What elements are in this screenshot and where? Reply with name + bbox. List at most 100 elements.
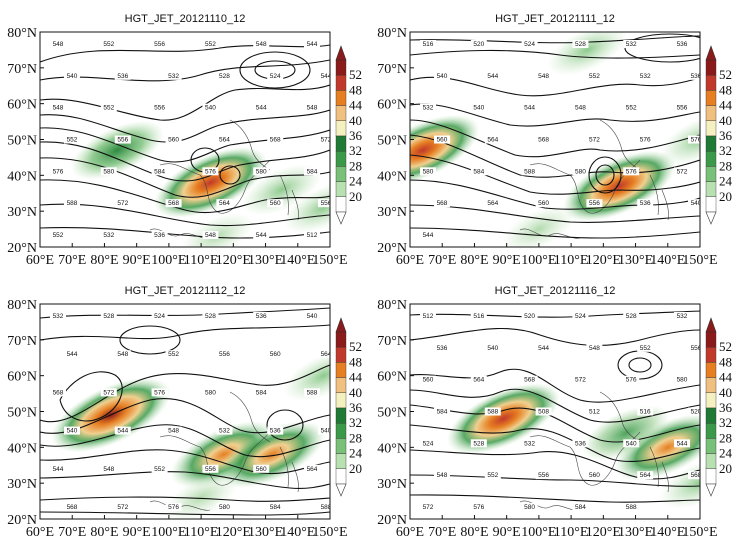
contour-label: 572 <box>423 504 434 511</box>
contour-label: 548 <box>103 466 114 473</box>
contour-label-bg <box>165 426 182 435</box>
contour-label: 556 <box>589 200 600 207</box>
contour-label-bg <box>535 343 552 352</box>
lon-tick-label: 150°E <box>682 253 717 268</box>
contour-label: 548 <box>168 428 179 435</box>
lon-tick-label: 130°E <box>248 253 283 268</box>
contour-label: 552 <box>640 345 651 352</box>
contour-label-bg <box>100 464 117 473</box>
colorbar-label: 48 <box>349 82 362 97</box>
contour-label-bg <box>253 103 270 112</box>
contour-label-bg <box>151 312 168 320</box>
colorbar-label: 48 <box>719 354 732 369</box>
contour-label-bg <box>535 71 552 80</box>
contour-label-bg <box>304 464 320 473</box>
contour-label: 568 <box>270 137 281 144</box>
contour-label: 572 <box>575 377 586 384</box>
contour-label-bg <box>267 426 284 435</box>
lat-tick-label: 70°N <box>377 62 407 77</box>
lon-tick-label: 130°E <box>618 525 653 540</box>
contour-label-bg <box>100 388 117 397</box>
lon-tick-label: 100°E <box>151 525 186 540</box>
contour-label: 532 <box>524 440 535 447</box>
contour-label-bg <box>688 343 700 352</box>
contour-label: 564 <box>487 137 498 144</box>
jet-shading <box>50 350 330 519</box>
contour-label: 556 <box>219 351 230 358</box>
contour-label-bg <box>434 71 450 80</box>
lat-tick-label: 80°N <box>377 298 407 313</box>
contour-label-bg <box>470 167 487 176</box>
contour-label-bg <box>253 312 270 320</box>
contour-label-bg <box>674 439 690 448</box>
lon-tick-label: 60°E <box>396 253 424 268</box>
contour-label: 532 <box>219 428 230 435</box>
contour-label-bg <box>434 135 450 144</box>
colorbar-segment <box>705 166 717 182</box>
colorbar-segment <box>335 423 347 439</box>
colorbar-segment <box>705 362 717 378</box>
contour-label: 544 <box>423 232 434 239</box>
colorbar-segment <box>705 105 717 121</box>
lon-tick-label: 150°E <box>312 253 347 268</box>
lon-tick-label: 100°E <box>521 253 556 268</box>
lat-tick-label: 70°N <box>377 334 407 349</box>
contour-label-bg <box>50 312 66 320</box>
colorbar-label: 40 <box>719 113 732 128</box>
contour-label: 572 <box>321 137 332 144</box>
contour-label: 560 <box>256 466 267 473</box>
contour-label-bg <box>434 343 450 352</box>
colorbar-label: 36 <box>349 128 363 143</box>
contour-label-bg <box>114 426 131 435</box>
height-contours <box>40 307 330 516</box>
contour-label: 540 <box>626 440 637 447</box>
contour-label-bg <box>521 503 538 511</box>
contour-label: 544 <box>538 345 549 352</box>
contour-label-bg <box>484 135 501 144</box>
contour-label-bg <box>50 40 66 48</box>
colorbar-label: 20 <box>349 189 362 204</box>
contour-label: 536 <box>437 345 448 352</box>
contour-label-bg <box>674 103 690 112</box>
axis-ticks: 80°N 70°N 60°N 50°N 40°N 30°N 20°N60°E 70°E 80°E… <box>377 26 717 268</box>
lon-tick-label: 100°E <box>151 253 186 268</box>
contour-label-bg <box>688 407 700 416</box>
contour-label: 544 <box>307 41 318 48</box>
contour-label-bg <box>114 350 131 359</box>
contour-label-bg <box>151 167 168 176</box>
colorbar-segment <box>705 74 717 91</box>
jet-shading <box>70 120 330 247</box>
contour-label: 584 <box>307 168 318 175</box>
contour-label-bg <box>267 503 284 511</box>
contour-label-bg <box>420 503 436 511</box>
contour-label: 524 <box>270 73 281 80</box>
contour-label: 548 <box>575 105 586 112</box>
contour-label: 548 <box>256 41 267 48</box>
contour-label-bg <box>623 103 640 112</box>
colorbar-label: 52 <box>719 339 732 354</box>
contour-label: 536 <box>640 200 651 207</box>
lon-tick-label: 110°E <box>184 253 219 268</box>
contour-label-bg <box>64 350 80 359</box>
contour-label: 576 <box>168 504 179 511</box>
contour-label: 576 <box>205 168 216 175</box>
jet-core-0 <box>446 383 561 455</box>
contour-label-bg <box>253 40 270 48</box>
contour-label: 580 <box>423 168 434 175</box>
colorbar-bottom-arrow <box>335 211 347 225</box>
contour-label: 516 <box>423 41 434 48</box>
colorbar-segment <box>705 438 717 454</box>
contour-label: 548 <box>538 73 549 80</box>
contour-label: 528 <box>219 73 230 80</box>
colorbar-label: 36 <box>719 128 733 143</box>
contour-label-bg <box>165 199 182 208</box>
jet-core-3 <box>164 473 238 519</box>
colorbar-segment <box>335 181 347 198</box>
contour-label-bg <box>253 388 270 397</box>
contour-label: 520 <box>524 313 535 320</box>
contour-label-bg <box>64 426 80 435</box>
lon-tick-label: 80°E <box>90 525 118 540</box>
lon-tick-label: 60°E <box>26 253 54 268</box>
contour-label: 576 <box>473 504 484 511</box>
